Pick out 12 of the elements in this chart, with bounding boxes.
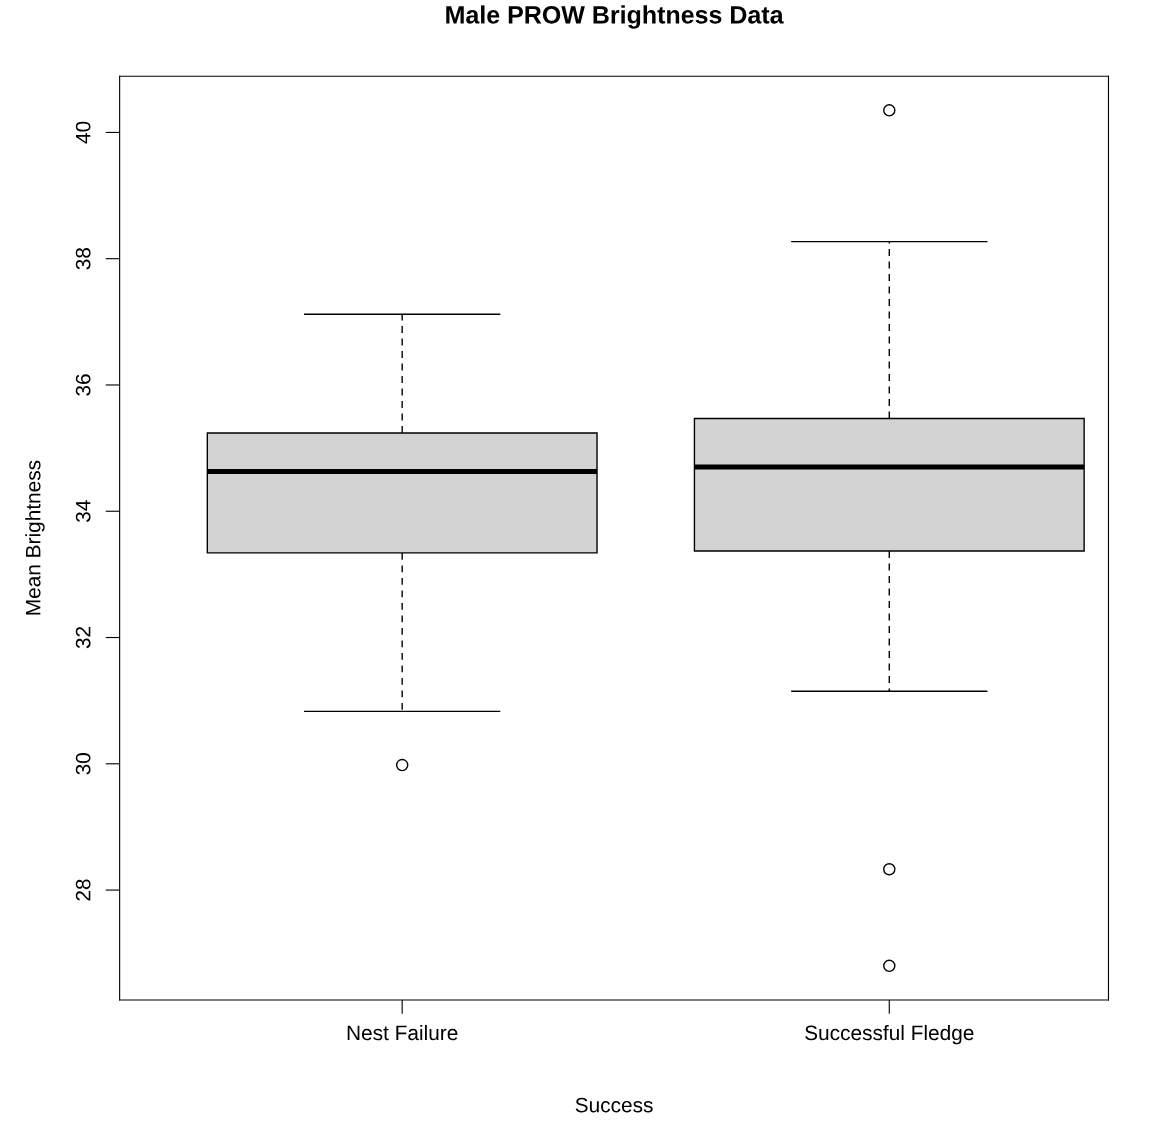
y-tick-label: 36 xyxy=(75,374,91,396)
chart-title: Male PROW Brightness Data xyxy=(446,5,784,29)
y-tick-label: 40 xyxy=(75,121,91,144)
y-tick-label: 38 xyxy=(75,248,91,270)
x-axis-title: Success xyxy=(575,1097,653,1113)
x-tick-label: Nest Failure xyxy=(347,1024,458,1041)
x-tick-label: Successful Fledge xyxy=(805,1024,974,1045)
y-tick-label: 34 xyxy=(75,500,91,523)
y-axis-title: Mean Brightness xyxy=(25,460,45,615)
y-tick-label: 28 xyxy=(75,879,91,901)
y-tick-label: 30 xyxy=(75,753,91,775)
y-tick-label: 32 xyxy=(75,626,91,649)
